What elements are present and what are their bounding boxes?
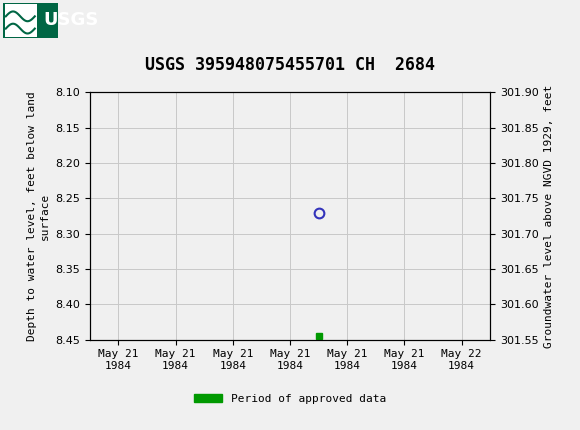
FancyBboxPatch shape [3,3,58,37]
Text: USGS: USGS [44,12,99,29]
Y-axis label: Groundwater level above NGVD 1929, feet: Groundwater level above NGVD 1929, feet [544,84,554,348]
FancyBboxPatch shape [5,4,37,37]
Text: USGS 395948075455701 CH  2684: USGS 395948075455701 CH 2684 [145,55,435,74]
Y-axis label: Depth to water level, feet below land
surface: Depth to water level, feet below land su… [27,91,50,341]
Legend: Period of approved data: Period of approved data [190,390,390,408]
